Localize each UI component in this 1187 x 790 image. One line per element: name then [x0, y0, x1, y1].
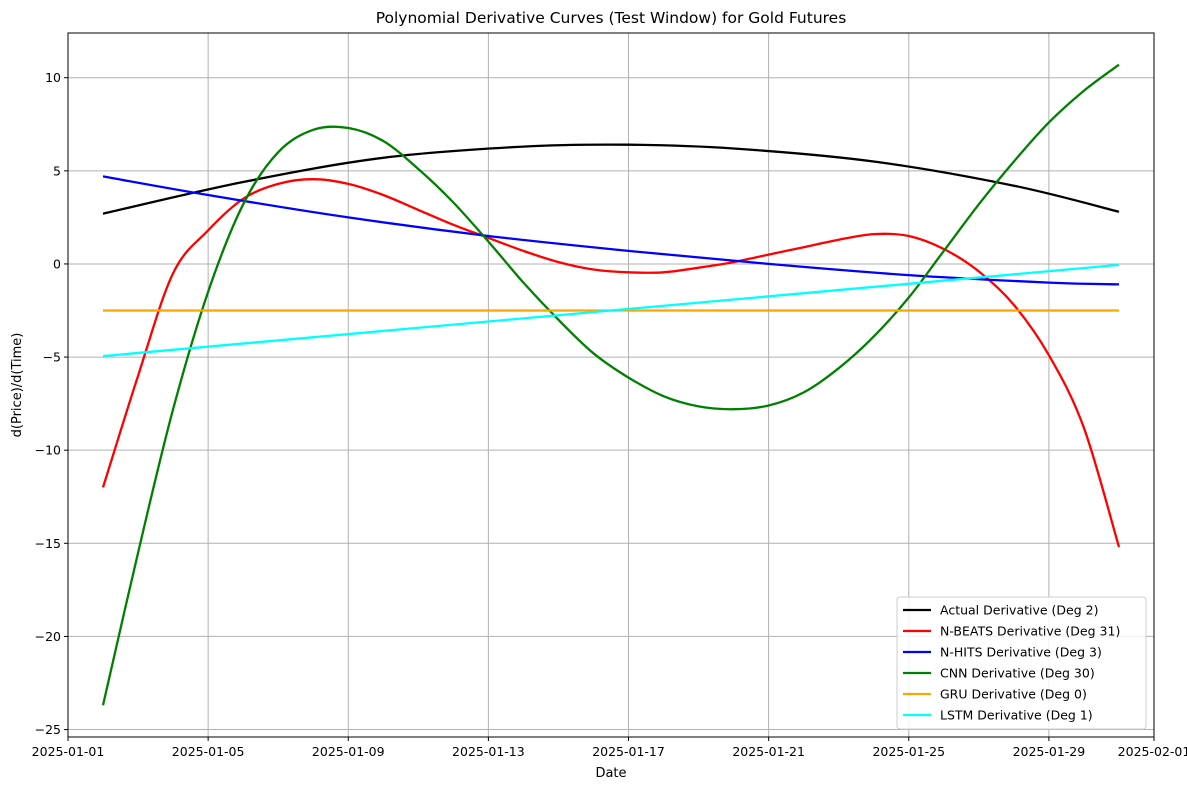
x-tick-label: 2025-01-13: [452, 744, 525, 759]
chart-title: Polynomial Derivative Curves (Test Windo…: [376, 9, 847, 27]
series-line-cnn-derivative-deg-30: [101, 63, 1120, 706]
legend-label: LSTM Derivative (Deg 1): [940, 708, 1093, 723]
x-tick-label: 2025-01-01: [32, 744, 105, 759]
y-tick-label: −20: [35, 629, 61, 644]
y-tick-label: −15: [35, 536, 61, 551]
x-tick-label: 2025-01-05: [172, 744, 245, 759]
y-tick-label: 5: [53, 163, 61, 178]
series-line-actual-derivative-deg-2: [102, 143, 1120, 215]
legend-label: GRU Derivative (Deg 0): [940, 687, 1087, 702]
x-tick-label: 2025-02-01: [1118, 744, 1187, 759]
x-tick-label: 2025-01-29: [1013, 744, 1086, 759]
y-tick-label: 0: [53, 256, 61, 271]
x-axis-title: Date: [595, 766, 626, 781]
series-layer: [101, 63, 1121, 706]
x-tick-label: 2025-01-25: [872, 744, 945, 759]
legend-label: CNN Derivative (Deg 30): [940, 666, 1095, 681]
legend-label: Actual Derivative (Deg 2): [940, 603, 1098, 618]
y-axis: 10 5 0 −5 −10 −15 −20 −25: [35, 70, 68, 737]
series-line-lstm-derivative-deg-1: [102, 263, 1120, 358]
y-tick-label: −10: [35, 443, 61, 458]
x-tick-label: 2025-01-21: [732, 744, 805, 759]
legend-label: N-HITS Derivative (Deg 3): [940, 645, 1102, 660]
legend: Actual Derivative (Deg 2) N-BEATS Derivat…: [896, 596, 1147, 730]
x-tick-label: 2025-01-17: [592, 744, 665, 759]
y-axis-title: d(Price)/d(Time): [10, 333, 25, 438]
y-tick-label: 10: [45, 70, 61, 85]
series-line-n-beats-derivative-deg-31: [101, 178, 1121, 548]
x-tick-label: 2025-01-09: [312, 744, 385, 759]
legend-label: N-BEATS Derivative (Deg 31): [940, 624, 1120, 639]
y-tick-label: −25: [35, 722, 61, 737]
y-tick-label: −5: [43, 350, 61, 365]
legend-box: [896, 596, 1147, 730]
plot-frame: [67, 32, 1155, 738]
series-line-n-hits-derivative-deg-3: [102, 175, 1120, 286]
x-axis: 2025-01-01 2025-01-05 2025-01-09 2025-01-13…: [32, 737, 1187, 759]
